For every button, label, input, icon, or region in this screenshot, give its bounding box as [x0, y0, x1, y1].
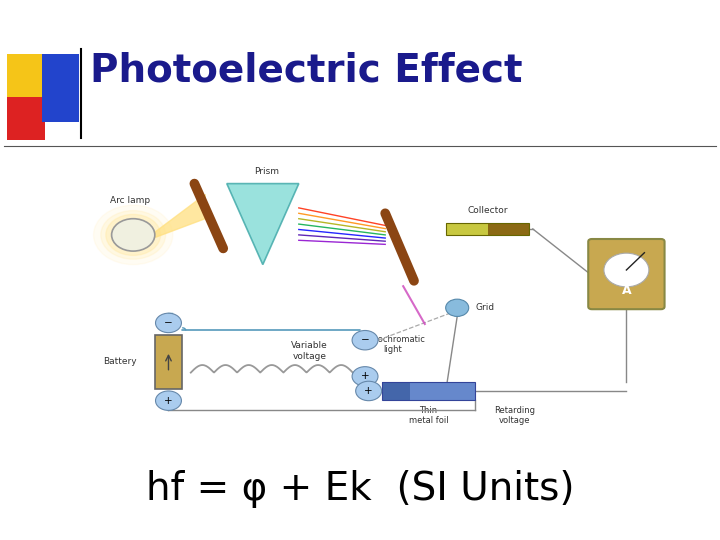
Text: Arc lamp: Arc lamp	[109, 196, 150, 205]
Bar	[446, 223, 488, 235]
Text: Grid: Grid	[475, 303, 495, 312]
Text: −: −	[361, 335, 369, 345]
Bar	[42, 54, 79, 84]
Bar	[446, 223, 529, 235]
Text: Photoelectric Effect: Photoelectric Effect	[90, 51, 523, 89]
Polygon shape	[155, 194, 205, 238]
Text: hf = φ + Ek  (SI Units): hf = φ + Ek (SI Units)	[145, 470, 575, 508]
FancyBboxPatch shape	[588, 239, 665, 309]
Text: Prism: Prism	[254, 166, 279, 176]
Bar	[410, 382, 475, 400]
Bar	[42, 78, 79, 122]
Circle shape	[94, 205, 173, 265]
Bar	[7, 97, 45, 140]
Circle shape	[156, 391, 181, 410]
Circle shape	[352, 367, 378, 386]
Text: Retarding
voltage: Retarding voltage	[495, 406, 535, 426]
Bar	[382, 382, 410, 400]
Circle shape	[106, 214, 161, 255]
Text: −: −	[164, 318, 173, 328]
Text: A: A	[621, 285, 631, 298]
Text: Collector: Collector	[467, 206, 508, 215]
Text: Thin
metal foil: Thin metal foil	[408, 406, 449, 426]
Bar	[382, 382, 475, 400]
Circle shape	[356, 381, 382, 401]
Text: +: +	[164, 396, 173, 406]
Bar	[155, 335, 182, 389]
Circle shape	[101, 211, 166, 259]
Text: +: +	[364, 386, 373, 396]
Polygon shape	[227, 184, 299, 265]
Circle shape	[446, 299, 469, 316]
Text: Battery: Battery	[103, 357, 137, 366]
Circle shape	[352, 330, 378, 350]
Circle shape	[604, 253, 649, 287]
Text: Variable
voltage: Variable voltage	[291, 341, 328, 361]
Circle shape	[112, 219, 155, 251]
Bar	[488, 223, 529, 235]
Text: +: +	[361, 372, 369, 381]
Bar	[7, 54, 45, 97]
Text: Monochromatic
light: Monochromatic light	[360, 335, 425, 354]
Circle shape	[156, 313, 181, 333]
